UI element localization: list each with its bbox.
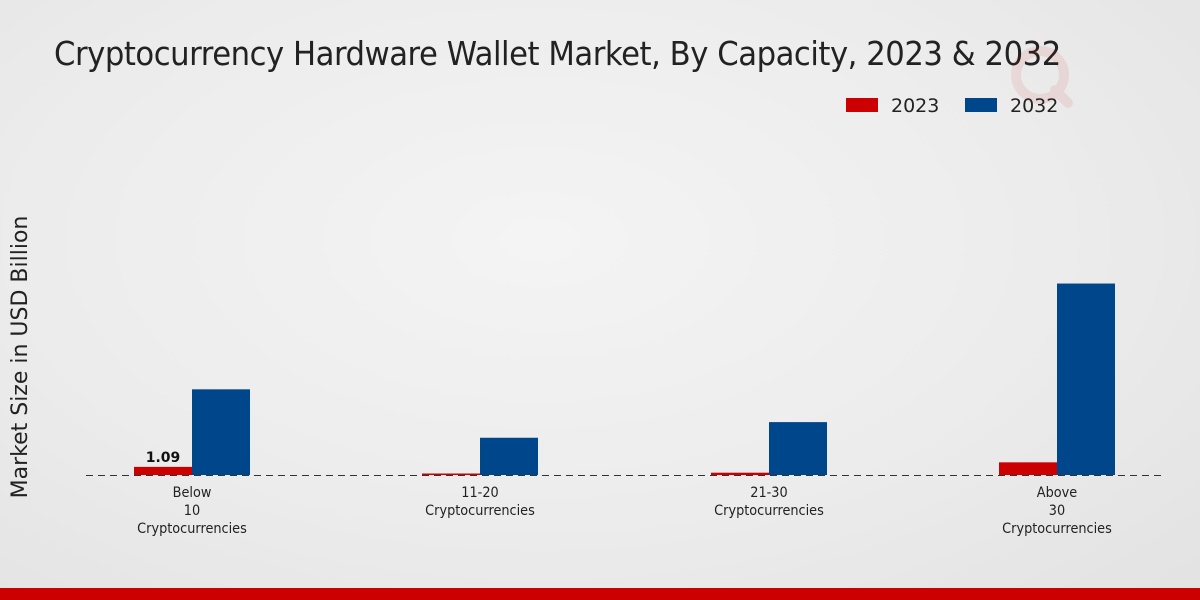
legend-swatch-2032	[965, 98, 997, 112]
watermark-logo	[1011, 46, 1073, 108]
bar-2023-0	[134, 466, 192, 475]
footer-accent-bar	[0, 588, 1200, 600]
chart-title: Cryptocurrency Hardware Wallet Market, B…	[54, 34, 1061, 73]
x-tick-label-2: 21-30 Cryptocurrencies	[714, 486, 824, 520]
bar-2032-1	[480, 437, 538, 475]
x-tick-label-0: Below 10 Cryptocurrencies	[137, 486, 247, 538]
bar-2032-3	[1057, 283, 1115, 475]
bar-2023-1	[422, 473, 480, 475]
data-label-0-0: 1.09	[146, 450, 181, 466]
legend-swatch-2023	[846, 98, 878, 112]
bar-2023-2	[711, 472, 769, 475]
data-labels: 1.09	[146, 450, 181, 466]
x-tick-label-1: 11-20 Cryptocurrencies	[425, 486, 535, 520]
y-axis-label: Market Size in USD Billion	[8, 216, 33, 499]
legend[interactable]: 2023 2032	[846, 95, 1058, 117]
bar-2032-0	[192, 389, 250, 475]
x-tick-labels: Below 10 Cryptocurrencies 11-20 Cryptocurren…	[137, 486, 1112, 538]
x-tick-label-3: Above 30 Cryptocurrencies	[1002, 486, 1112, 538]
legend-label-2023: 2023	[891, 95, 939, 117]
bar-2032-2	[769, 422, 827, 475]
bars-group	[134, 283, 1115, 475]
legend-label-2032: 2032	[1010, 95, 1058, 117]
bar-2023-3	[999, 462, 1057, 475]
